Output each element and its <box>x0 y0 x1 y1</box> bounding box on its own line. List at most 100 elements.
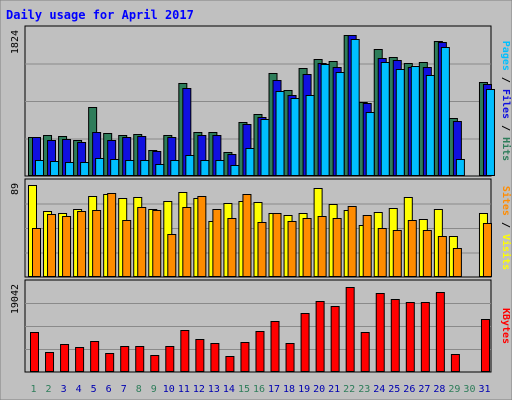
visits-sites-bar <box>107 193 117 277</box>
hits-pages-bar <box>410 66 420 176</box>
visits-sites-bar <box>422 230 432 277</box>
visits-max-label: 89 <box>10 183 21 195</box>
hits-pages-bar <box>155 164 165 176</box>
kbytes-kbytes-bar <box>60 344 70 372</box>
x-tick-label: 18 <box>283 384 295 395</box>
x-tick-label: 6 <box>106 384 112 395</box>
kbytes-kbytes-bar <box>225 356 235 372</box>
kbytes-kbytes-bar <box>330 306 340 372</box>
visits-sites-bar <box>197 196 207 277</box>
x-tick-label: 4 <box>76 384 82 395</box>
kbytes-kbytes-bar <box>195 339 205 372</box>
right-label-part: Visits <box>500 234 512 270</box>
hits-pages-bar <box>350 39 360 176</box>
visits-sites-bar <box>137 207 147 277</box>
visits-sites-bar <box>227 218 237 277</box>
x-tick-label: 17 <box>268 384 280 395</box>
kbytes-kbytes-bar <box>210 343 220 372</box>
hits-pages-bar <box>260 119 270 176</box>
visits-sites-bar <box>362 215 372 277</box>
kbytes-kbytes-bar <box>90 341 100 372</box>
right-label-part: KBytes <box>500 308 511 344</box>
visits-sites-bar <box>212 209 222 277</box>
x-tick-label: 23 <box>358 384 370 395</box>
visits-sites-bar <box>287 221 297 277</box>
chart-panels: 1824 89 19042 <box>10 25 495 373</box>
visits-sites-bar <box>272 213 282 277</box>
x-tick-label: 16 <box>253 384 265 395</box>
visits-sites-bar <box>242 194 252 277</box>
x-tick-label: 2 <box>46 384 52 395</box>
hits-pages-bar <box>395 69 405 176</box>
x-tick-label: 3 <box>61 384 67 395</box>
visits-sites-bar <box>47 214 57 277</box>
visits-sites-bar <box>152 210 162 277</box>
hits-pages-bar <box>185 155 195 176</box>
kbytes-kbytes-bar <box>285 343 295 372</box>
kbytes-max-label: 19042 <box>10 284 21 314</box>
kbytes-kbytes-bar <box>180 330 190 372</box>
visits-sites-bar <box>482 223 492 277</box>
x-tick-label: 1 <box>31 384 37 395</box>
x-tick-label: 24 <box>373 384 385 395</box>
hits-pages-bar <box>425 75 435 176</box>
kbytes-kbytes-bar <box>30 332 39 372</box>
kbytes-kbytes-bar <box>105 353 115 372</box>
hits-max-label: 1824 <box>10 30 21 54</box>
hits-pages-bar <box>305 95 315 176</box>
visits-sites-bar <box>407 220 417 277</box>
x-tick-label: 31 <box>478 384 490 395</box>
visits-sites-bar <box>92 210 102 277</box>
hits-pages-bar <box>245 148 255 176</box>
kbytes-kbytes-bar <box>240 342 250 372</box>
x-tick-label: 11 <box>178 384 190 395</box>
hits-pages-bar <box>170 160 180 176</box>
visits-sites-bar <box>332 218 342 277</box>
kbytes-kbytes-bar <box>300 313 310 372</box>
kbytes-kbytes-bar <box>255 331 265 372</box>
kbytes-kbytes-bar <box>135 346 145 372</box>
x-tick-label: 20 <box>313 384 325 395</box>
hits-pages-bar <box>365 112 375 176</box>
right-label-middle: Sites / Visits <box>500 186 512 270</box>
kbytes-kbytes-bar <box>165 346 175 372</box>
right-label-part: Files <box>500 89 512 119</box>
hits-pages-bar <box>440 47 450 176</box>
x-tick-label: 28 <box>433 384 445 395</box>
kbytes-kbytes-bar <box>375 293 385 372</box>
x-tick-label: 9 <box>151 384 157 395</box>
hits-pages-bar <box>275 91 285 176</box>
kbytes-kbytes-bar <box>450 354 460 372</box>
x-tick-label: 12 <box>193 384 205 395</box>
hits-pages-bar <box>455 159 465 176</box>
x-tick-label: 5 <box>91 384 97 395</box>
hits-pages-bar <box>290 98 300 176</box>
hits-pages-bar <box>215 160 225 176</box>
right-label-bottom: KBytes <box>500 308 511 344</box>
right-label-part: / <box>500 216 511 234</box>
visits-sites-bar <box>317 216 327 277</box>
visits-sites-bar <box>77 211 87 277</box>
hits-pages-bar <box>230 165 240 176</box>
x-tick-label: 25 <box>388 384 400 395</box>
hits-pages-bar <box>50 161 60 176</box>
x-tick-label: 10 <box>163 384 175 395</box>
visits-sites-bar <box>347 206 357 277</box>
x-tick-label: 29 <box>448 384 460 395</box>
right-label-part: / <box>500 71 511 89</box>
hits-pages-bar <box>380 62 390 176</box>
visits-sites-bar <box>122 220 132 277</box>
right-label-part: Hits <box>500 137 512 161</box>
right-label-part: Sites <box>500 186 512 216</box>
x-tick-label: 30 <box>463 384 475 395</box>
visits-sites-bar <box>182 207 192 277</box>
kbytes-kbytes-bar <box>435 292 445 372</box>
hits-pages-bar <box>35 160 44 176</box>
kbytes-kbytes-bar <box>405 302 415 372</box>
kbytes-kbytes-bar <box>390 299 400 372</box>
x-tick-label: 26 <box>403 384 415 395</box>
x-tick-label: 8 <box>136 384 142 395</box>
kbytes-kbytes-bar <box>45 352 55 372</box>
kbytes-kbytes-bar <box>420 302 430 372</box>
visits-sites-bar <box>392 230 402 277</box>
